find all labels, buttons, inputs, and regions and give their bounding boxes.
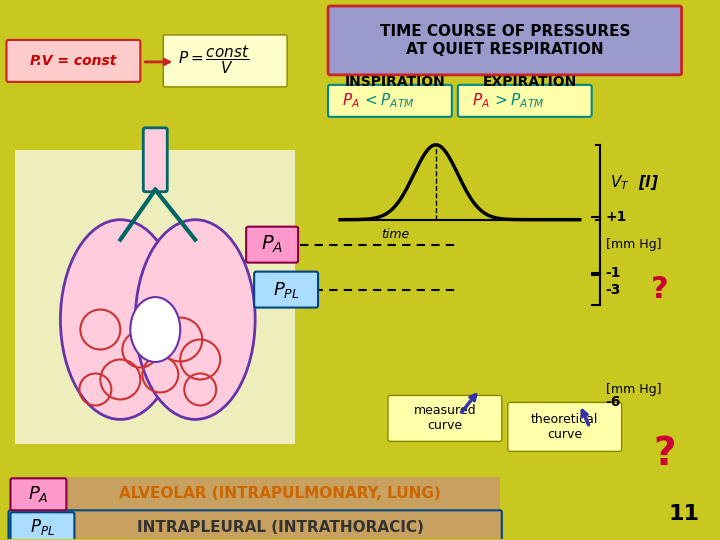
Text: $< P_{ATM}$: $< P_{ATM}$ (362, 91, 415, 110)
FancyBboxPatch shape (11, 478, 66, 510)
Text: INTRAPLEURAL (INTRATHORACIC): INTRAPLEURAL (INTRATHORACIC) (137, 520, 423, 535)
Text: $P_A$: $P_A$ (472, 91, 490, 110)
Text: 11: 11 (669, 504, 700, 524)
FancyBboxPatch shape (254, 272, 318, 308)
Text: -1: -1 (606, 266, 621, 280)
Text: $P_A$: $P_A$ (261, 234, 283, 255)
FancyBboxPatch shape (328, 6, 682, 75)
Text: ?: ? (651, 275, 668, 304)
FancyBboxPatch shape (458, 85, 592, 117)
Text: measured
curve: measured curve (413, 404, 476, 433)
Text: $> P_{ATM}$: $> P_{ATM}$ (492, 91, 544, 110)
Text: theoretical
curve: theoretical curve (531, 414, 598, 441)
Text: $P = \dfrac{const}{V}$: $P = \dfrac{const}{V}$ (179, 44, 250, 76)
Text: time: time (381, 228, 409, 241)
Text: [mm Hg]: [mm Hg] (606, 238, 661, 251)
Text: $P_A$: $P_A$ (28, 484, 49, 504)
FancyBboxPatch shape (11, 512, 74, 540)
Text: $V_T$  [l]: $V_T$ [l] (610, 173, 659, 192)
Text: [mm Hg]: [mm Hg] (606, 383, 661, 396)
FancyBboxPatch shape (143, 128, 167, 192)
FancyBboxPatch shape (246, 227, 298, 262)
Text: $P_{PL}$: $P_{PL}$ (273, 280, 300, 300)
Text: +1: +1 (606, 210, 627, 224)
FancyBboxPatch shape (9, 510, 502, 540)
Text: $P_A$: $P_A$ (342, 91, 360, 110)
Bar (11, 477, 500, 509)
Bar (16, 150, 295, 444)
Ellipse shape (135, 220, 255, 420)
Ellipse shape (130, 297, 180, 362)
FancyBboxPatch shape (6, 40, 140, 82)
Text: P.V = const: P.V = const (30, 54, 117, 68)
Text: INSPIRATION: INSPIRATION (345, 75, 446, 89)
FancyBboxPatch shape (508, 402, 621, 451)
Text: -3: -3 (606, 282, 621, 296)
FancyBboxPatch shape (388, 395, 502, 441)
Text: $P_{PL}$: $P_{PL}$ (30, 517, 55, 537)
Text: ALVEOLAR (INTRAPULMONARY, LUNG): ALVEOLAR (INTRAPULMONARY, LUNG) (120, 486, 441, 501)
FancyBboxPatch shape (328, 85, 452, 117)
FancyBboxPatch shape (163, 35, 287, 87)
Text: ?: ? (653, 435, 676, 474)
Text: -6: -6 (606, 395, 621, 409)
Text: EXPIRATION: EXPIRATION (482, 75, 577, 89)
Ellipse shape (60, 220, 180, 420)
Text: TIME COURSE OF PRESSURES
AT QUIET RESPIRATION: TIME COURSE OF PRESSURES AT QUIET RESPIR… (379, 24, 630, 57)
